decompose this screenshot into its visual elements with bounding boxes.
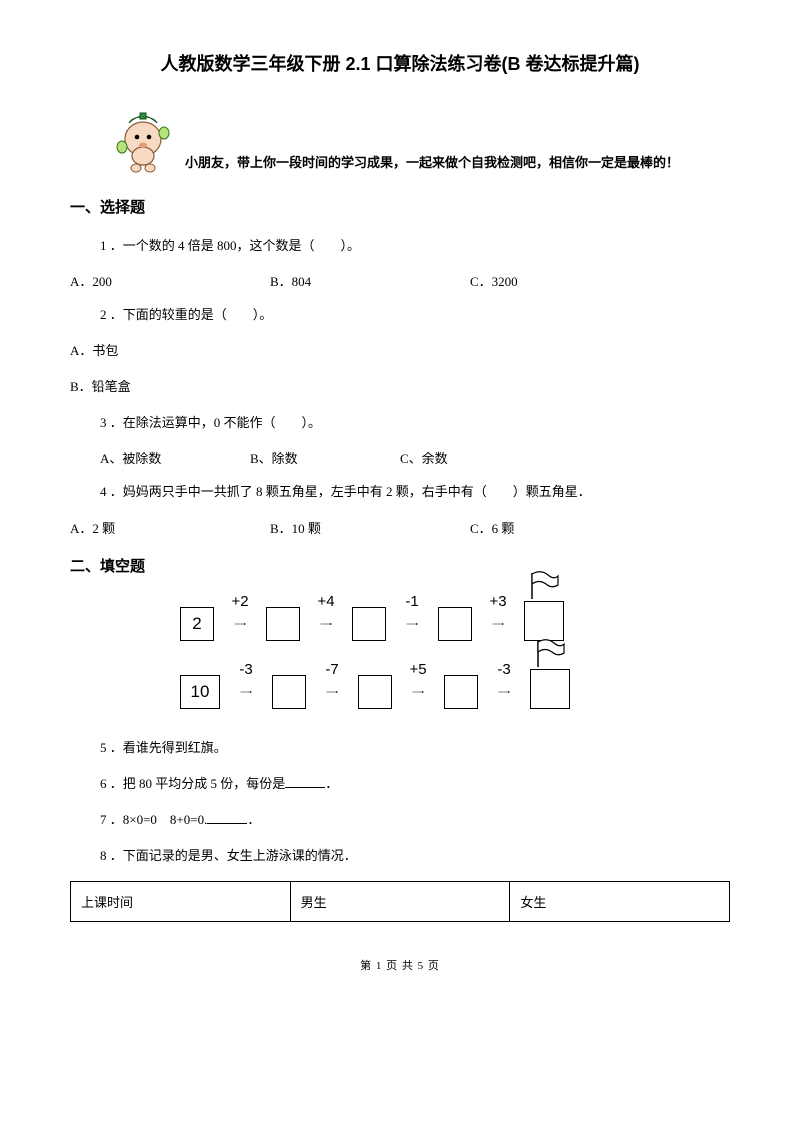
chain2-arrow-1: -3: [222, 675, 270, 709]
blank: [285, 775, 325, 788]
chain2-box-5: [530, 669, 570, 709]
flag-icon: [534, 639, 566, 667]
q6-stem: 6 ．把 80 平均分成 5 份，每份是．: [100, 773, 730, 795]
mascot-icon: [110, 101, 175, 176]
chain2-box-2: [272, 675, 306, 709]
chain2-box-3: [358, 675, 392, 709]
cell-time: 上课时间: [71, 881, 291, 921]
q6-text: 6 ．把 80 平均分成 5 份，每份是: [100, 776, 285, 791]
q4-stem: 4 ．妈妈两只手中一共抓了 8 颗五角星，左手中有 2 颗，右手中有（ ）颗五角…: [100, 481, 730, 503]
chain-2: 10 -3 -7 +5 -3: [180, 669, 730, 709]
page-footer: 第 1 页 共 5 页: [70, 957, 730, 973]
chain1-arrow-2: +4: [302, 607, 350, 641]
section-1-heading: 一、选择题: [70, 196, 730, 217]
cell-boys: 男生: [290, 881, 510, 921]
q7-text: 7 ．8×0=0 8+0=0.: [100, 812, 207, 827]
chain2-op-4: -3: [497, 661, 510, 678]
q2-opt-a: A．书包: [70, 340, 730, 362]
chain2-arrow-2: -7: [308, 675, 356, 709]
q4-opt-b: B．10 颗: [270, 518, 470, 537]
table-row: 上课时间 男生 女生: [71, 881, 730, 921]
chain2-op-2: -7: [325, 661, 338, 678]
chain1-op-2: +4: [317, 593, 334, 610]
flag-icon: [528, 571, 560, 599]
chain1-box-5: [524, 601, 564, 641]
chain1-box-4: [438, 607, 472, 641]
chain2-box-4: [444, 675, 478, 709]
q8-stem: 8 ．下面记录的是男、女生上游泳课的情况．: [100, 845, 730, 867]
q4-options: A．2 颗 B．10 颗 C．6 颗: [70, 518, 730, 537]
chain1-op-1: +2: [231, 593, 248, 610]
mascot-row: 小朋友，带上你一段时间的学习成果，一起来做个自我检测吧，相信你一定是最棒的！: [70, 101, 730, 176]
q7-stem: 7 ．8×0=0 8+0=0.．: [100, 809, 730, 831]
swim-table: 上课时间 男生 女生: [70, 881, 730, 922]
q4-opt-c: C．6 颗: [470, 518, 670, 537]
chain1-arrow-3: -1: [388, 607, 436, 641]
chain-1: 2 +2 +4 -1 +3: [180, 601, 730, 641]
chain1-op-4: +3: [489, 593, 506, 610]
cell-girls: 女生: [510, 881, 730, 921]
page-title: 人教版数学三年级下册 2.1 口算除法练习卷(B 卷达标提升篇): [70, 50, 730, 76]
q2-opt-b: B．铅笔盒: [70, 376, 730, 398]
greeting-text: 小朋友，带上你一段时间的学习成果，一起来做个自我检测吧，相信你一定是最棒的！: [185, 152, 679, 176]
q2-stem: 2 ．下面的较重的是（ ）。: [100, 304, 730, 326]
q4-opt-a: A．2 颗: [70, 518, 270, 537]
chain2-final: [530, 669, 570, 709]
chain1-final: [524, 601, 564, 641]
q3-opt-c: C、余数: [400, 448, 550, 467]
q3-opt-a: A、被除数: [100, 448, 250, 467]
q3-options: A、被除数 B、除数 C、余数: [100, 448, 730, 467]
chain1-box-2: [266, 607, 300, 641]
q1-options: A．200 B．804 C．3200: [70, 271, 730, 290]
chain2-op-3: +5: [409, 661, 426, 678]
chain2-arrow-4: -3: [480, 675, 528, 709]
q1-opt-c: C．3200: [470, 271, 670, 290]
chain-diagram: 2 +2 +4 -1 +3: [180, 601, 730, 709]
q3-stem: 3 ．在除法运算中，0 不能作（ ）。: [100, 412, 730, 434]
chain2-op-1: -3: [239, 661, 252, 678]
q1-stem: 1 ．一个数的 4 倍是 800，这个数是（ ）。: [100, 235, 730, 257]
q3-opt-b: B、除数: [250, 448, 400, 467]
chain1-op-3: -1: [405, 593, 418, 610]
chain2-start-box: 10: [180, 675, 220, 709]
chain2-arrow-3: +5: [394, 675, 442, 709]
blank: [207, 811, 247, 824]
section-2-heading: 二、填空题: [70, 555, 730, 576]
q1-opt-b: B．804: [270, 271, 470, 290]
chain1-arrow-4: +3: [474, 607, 522, 641]
chain1-box-3: [352, 607, 386, 641]
chain1-start-box: 2: [180, 607, 214, 641]
chain1-arrow-1: +2: [216, 607, 264, 641]
q5-stem: 5 ．看谁先得到红旗。: [100, 737, 730, 759]
page: 人教版数学三年级下册 2.1 口算除法练习卷(B 卷达标提升篇) 小朋友，带上你…: [0, 0, 800, 993]
q1-opt-a: A．200: [70, 271, 270, 290]
